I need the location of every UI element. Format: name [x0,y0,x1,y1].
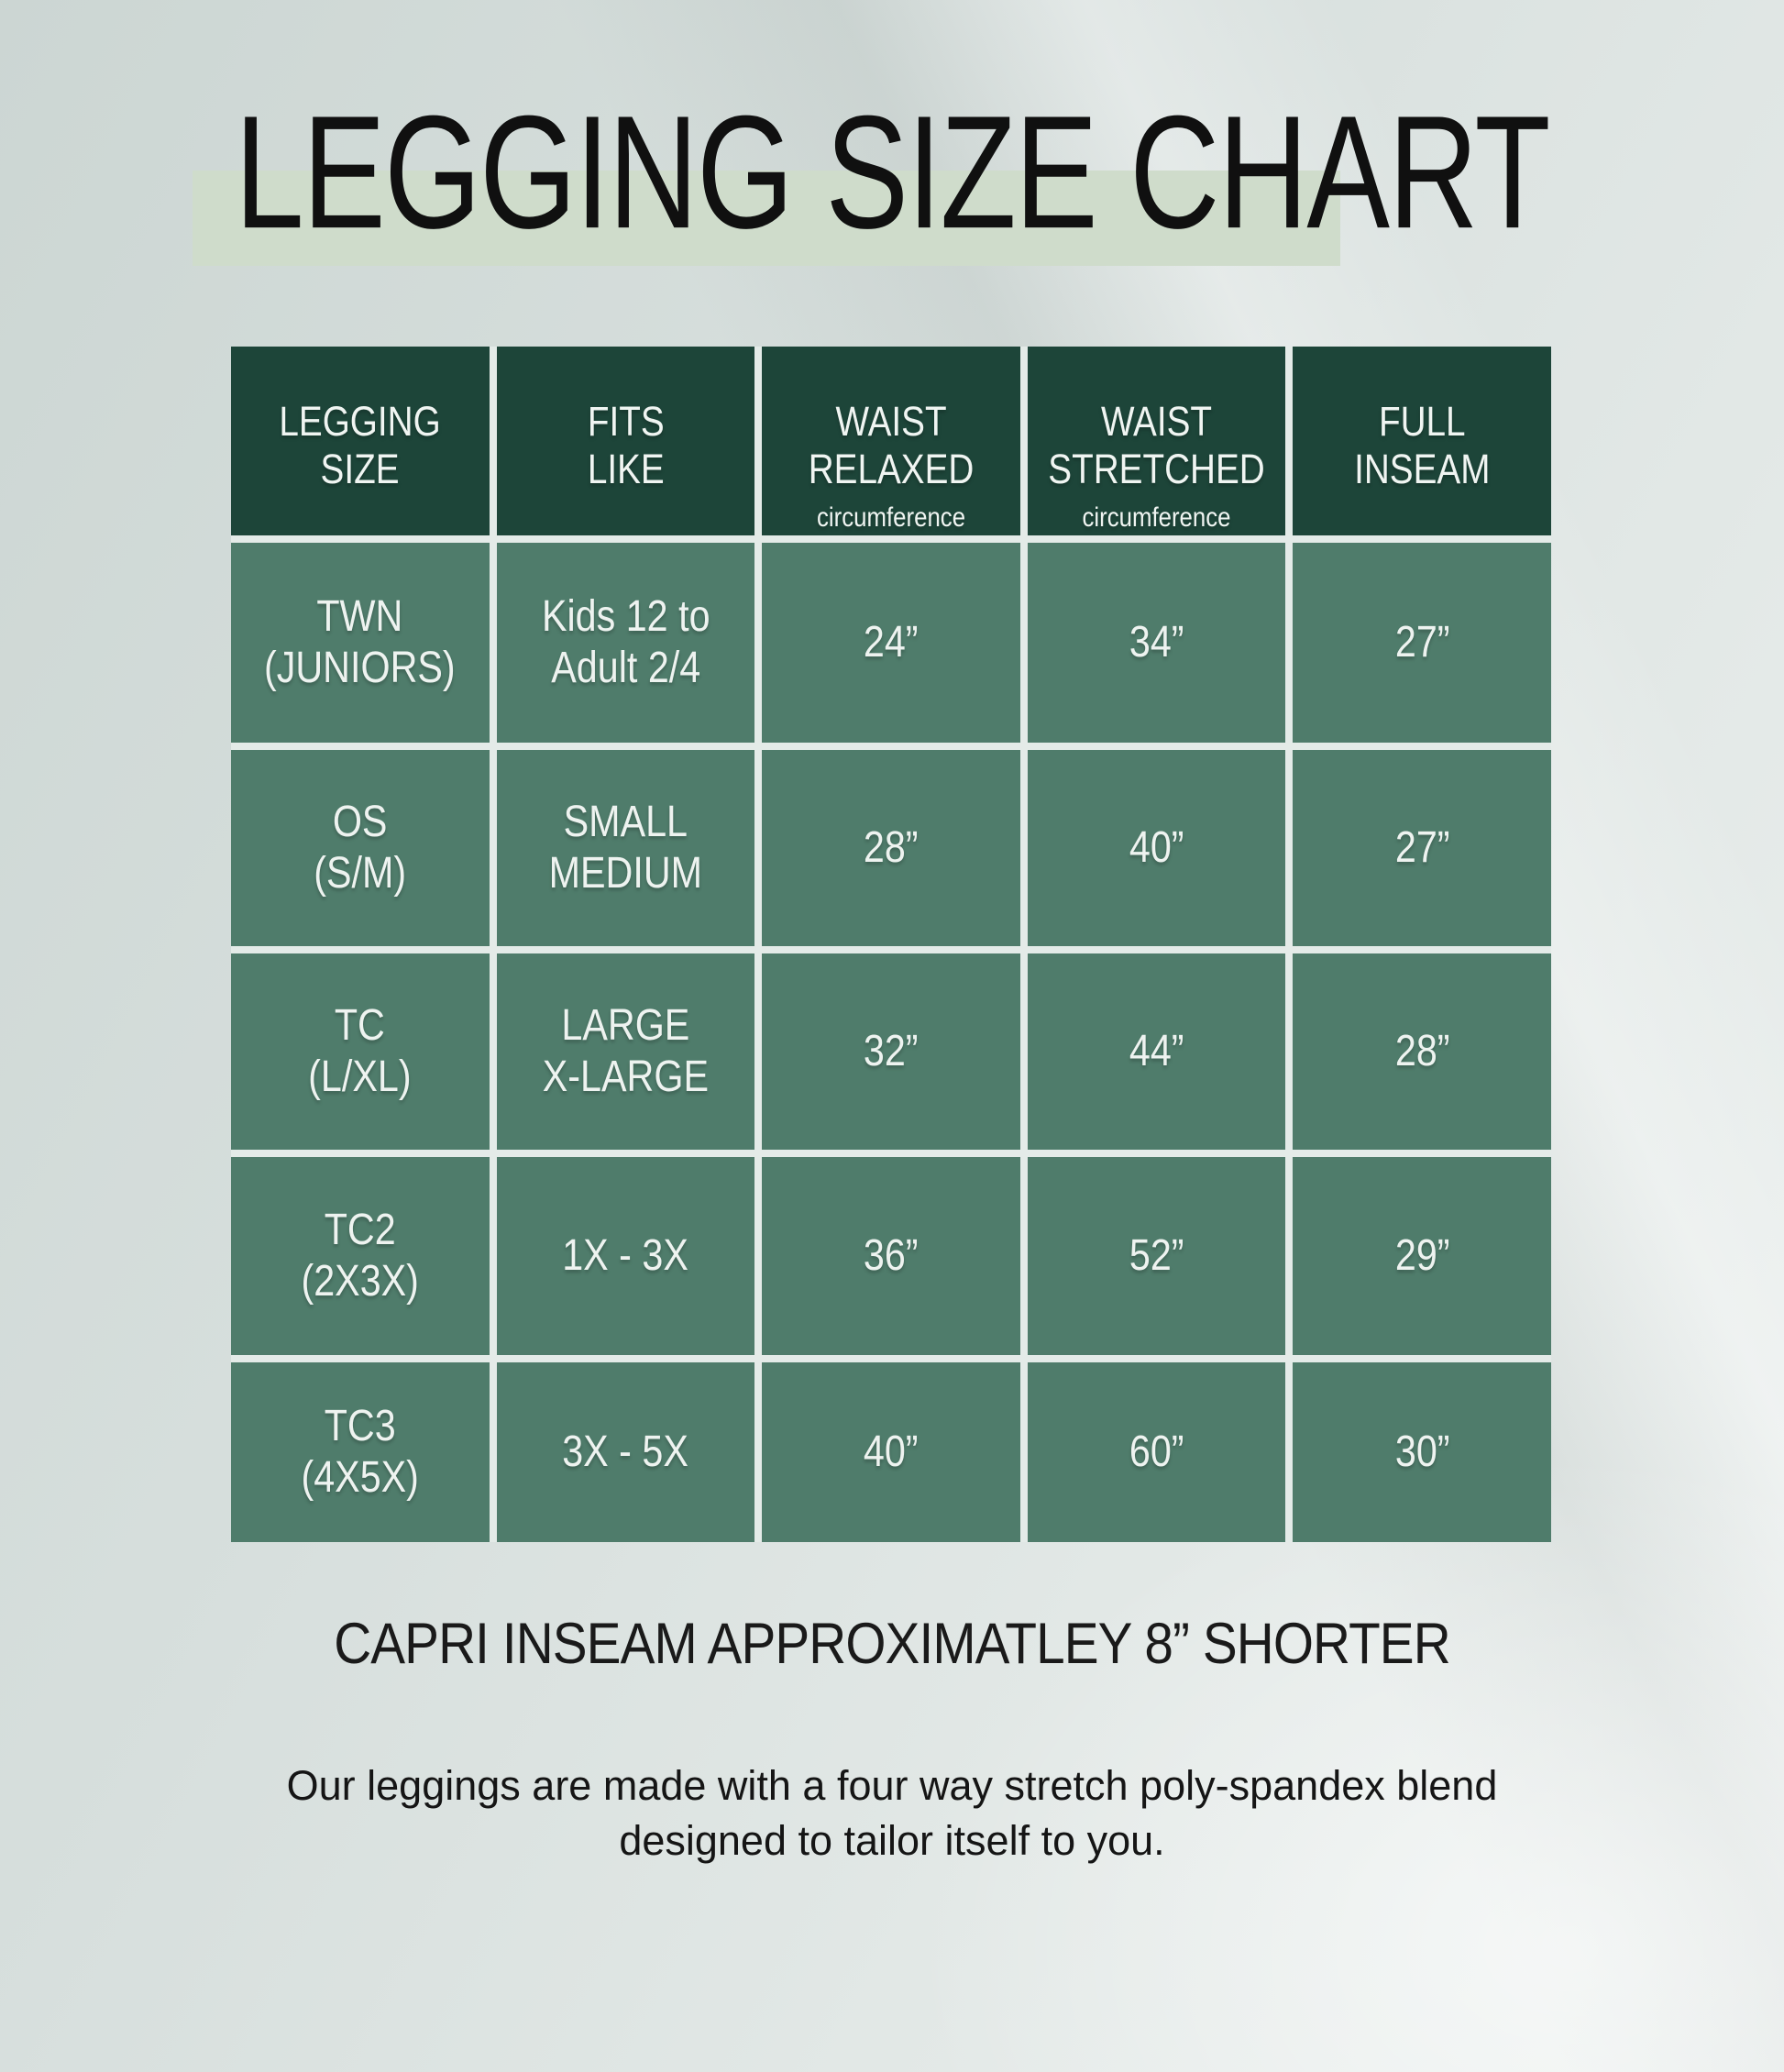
header-waist-relaxed: WAIST RELAXED circumference [762,347,1020,535]
full-inseam-value: 30” [1394,1427,1450,1477]
waist-stretched-value: 44” [1129,1027,1184,1076]
header-subline: circumference [1082,502,1231,534]
header-legging-size: LEGGING SIZE [231,347,490,535]
fits-like-value: X-LARGE [542,1053,709,1101]
cell-waist-relaxed-os: 28” [762,750,1020,946]
cell-waist-relaxed-twn: 24” [762,543,1020,743]
cell-waist-stretched-tc: 44” [1027,953,1286,1150]
cell-waist-relaxed-tc2: 36” [762,1157,1020,1355]
cell-waist-stretched-tc3: 60” [1027,1362,1286,1542]
header-line: FITS [587,398,665,445]
size-code: TC3 [324,1402,396,1451]
cell-size-tc3: TC3 (4X5X) [231,1362,490,1542]
cell-waist-stretched-twn: 34” [1027,543,1286,743]
size-chart-table: LEGGING SIZE FITS LIKE WAIST RELAXED cir… [231,347,1551,1542]
fits-like-value: 3X - 5X [562,1427,689,1477]
cell-waist-relaxed-tc3: 40” [762,1362,1020,1542]
header-line: WAIST [1101,398,1213,445]
header-line: SIZE [320,446,400,493]
cell-size-os: OS (S/M) [231,750,490,946]
header-subline: circumference [816,502,965,534]
waist-relaxed-value: 24” [864,618,919,667]
size-alias: (JUNIORS) [264,644,457,692]
cell-fits-tc3: 3X - 5X [496,1362,755,1542]
size-alias: (4X5X) [301,1453,420,1502]
waist-stretched-value: 60” [1129,1427,1184,1477]
full-inseam-value: 27” [1394,618,1450,667]
fits-like-value: LARGE [561,1001,690,1051]
waist-stretched-value: 52” [1129,1231,1184,1281]
title-highlight-band [193,171,1340,266]
header-line: LEGGING [279,398,441,445]
size-code: OS [332,798,388,847]
header-line: RELAXED [808,446,975,493]
cell-waist-stretched-tc2: 52” [1027,1157,1286,1355]
fits-like-value: Adult 2/4 [550,644,700,692]
size-code: TC2 [324,1206,396,1255]
header-waist-stretched: WAIST STRETCHED circumference [1027,347,1286,535]
full-inseam-value: 27” [1394,823,1450,873]
full-inseam-value: 28” [1394,1027,1450,1076]
size-code: TWN [316,592,403,642]
cell-fits-twn: Kids 12 to Adult 2/4 [496,543,755,743]
waist-stretched-value: 34” [1129,618,1184,667]
cell-inseam-tc2: 29” [1293,1157,1551,1355]
header-line: FULL [1378,398,1466,445]
capri-inseam-note: CAPRI INSEAM APPROXIMATLEY 8” SHORTER [334,1612,1450,1676]
fits-like-value: 1X - 3X [562,1231,689,1281]
fits-like-value: MEDIUM [548,849,703,898]
cell-size-twn: TWN (JUNIORS) [231,543,490,743]
size-alias: (2X3X) [301,1257,420,1306]
cell-inseam-twn: 27” [1293,543,1551,743]
header-line: INSEAM [1353,446,1491,493]
header-line: STRETCHED [1048,446,1265,493]
material-description-line1: Our leggings are made with a four way st… [286,1762,1498,1809]
cell-waist-relaxed-tc: 32” [762,953,1020,1150]
size-alias: (S/M) [314,849,407,898]
cell-size-tc: TC (L/XL) [231,953,490,1150]
header-fits-like: FITS LIKE [496,347,755,535]
header-full-inseam: FULL INSEAM [1293,347,1551,535]
size-code: TC [335,1001,386,1051]
cell-inseam-tc3: 30” [1293,1362,1551,1542]
fits-like-value: Kids 12 to [541,592,710,642]
waist-relaxed-value: 28” [864,823,919,873]
full-inseam-value: 29” [1394,1231,1450,1281]
cell-inseam-os: 27” [1293,750,1551,946]
waist-stretched-value: 40” [1129,823,1184,873]
page-title: LEGGING SIZE CHART [235,83,1550,262]
cell-fits-tc2: 1X - 3X [496,1157,755,1355]
waist-relaxed-value: 32” [864,1027,919,1076]
waist-relaxed-value: 40” [864,1427,919,1477]
fits-like-value: SMALL [563,798,688,847]
header-line: LIKE [587,446,665,493]
material-description: Our leggings are made with a four way st… [0,1758,1784,1869]
cell-fits-os: SMALL MEDIUM [496,750,755,946]
waist-relaxed-value: 36” [864,1231,919,1281]
cell-waist-stretched-os: 40” [1027,750,1286,946]
header-line: WAIST [835,398,947,445]
cell-size-tc2: TC2 (2X3X) [231,1157,490,1355]
material-description-line2: designed to tailor itself to you. [619,1817,1165,1865]
cell-fits-tc: LARGE X-LARGE [496,953,755,1150]
cell-inseam-tc: 28” [1293,953,1551,1150]
size-alias: (L/XL) [308,1053,413,1101]
